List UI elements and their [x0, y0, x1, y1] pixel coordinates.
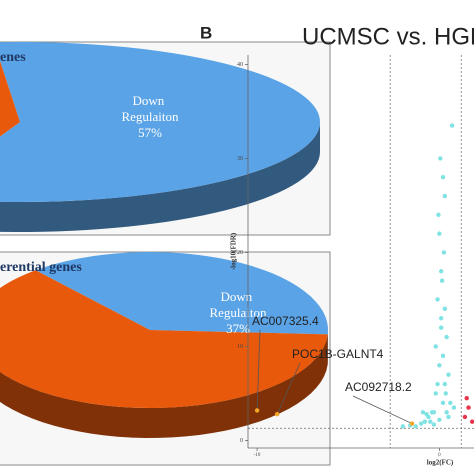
pie-slice	[35, 252, 328, 335]
point	[444, 334, 449, 340]
point	[429, 410, 435, 415]
point	[446, 414, 451, 420]
point	[420, 410, 426, 415]
pie-side	[0, 122, 320, 232]
point	[440, 353, 446, 359]
annotation-leader	[256, 329, 261, 411]
point	[469, 419, 474, 424]
pie-title: erential genes	[0, 260, 82, 275]
point	[433, 344, 438, 349]
y-tick-label: 40	[237, 62, 243, 68]
point	[433, 391, 438, 396]
y-tick-label: 10	[237, 344, 243, 350]
chart-title: UCMSC vs. HGF	[302, 23, 474, 50]
point	[462, 414, 468, 420]
slice-value-label: 57%	[138, 125, 162, 140]
annotation-leader	[352, 395, 413, 424]
point	[413, 424, 418, 429]
point	[435, 381, 440, 387]
point	[443, 391, 448, 396]
y-tick-label: 20	[237, 250, 243, 256]
point	[438, 325, 444, 330]
point	[438, 316, 444, 321]
x-tick-label: 0	[438, 453, 441, 458]
point	[444, 410, 449, 415]
annotation: AC092718.2	[345, 380, 412, 394]
point	[464, 395, 469, 401]
point	[441, 250, 447, 255]
point	[446, 372, 451, 377]
point	[428, 419, 433, 424]
point	[451, 405, 457, 410]
y-tick-label: 30	[237, 156, 243, 162]
point	[254, 408, 260, 413]
point	[466, 405, 471, 410]
pie-slice	[0, 270, 328, 408]
x-tick-label: -10	[254, 453, 261, 458]
point	[274, 411, 280, 417]
pie-slice	[0, 42, 320, 202]
annotation: AC007325.4	[252, 314, 319, 328]
point	[449, 123, 455, 128]
y-axis-label: -log10(FDR)	[230, 232, 238, 270]
point	[439, 278, 445, 283]
point	[418, 421, 424, 426]
point	[442, 193, 448, 199]
point	[435, 297, 440, 302]
slice-label: Down Regulaiton	[209, 289, 267, 320]
point	[440, 400, 446, 406]
point	[437, 231, 442, 236]
point	[442, 381, 448, 387]
pie-side	[0, 334, 328, 438]
pie-title: enes	[0, 50, 26, 65]
point	[442, 306, 448, 312]
point	[424, 411, 429, 417]
point	[437, 363, 442, 368]
annotation-leader	[276, 362, 301, 415]
point	[436, 212, 441, 218]
point	[438, 156, 443, 161]
pie-slice	[0, 61, 20, 137]
annotation: POC1B-GALNT4	[292, 347, 384, 361]
slice-value-label: 37%	[226, 321, 250, 336]
point	[438, 269, 444, 274]
point	[422, 419, 427, 424]
x-axis-label: log2(FC)	[427, 459, 454, 467]
point	[440, 175, 446, 180]
point	[448, 400, 453, 406]
panel-letter: B	[200, 23, 212, 42]
point	[437, 417, 442, 422]
point	[431, 422, 437, 427]
slice-label: Down Regulaiton	[121, 93, 179, 124]
point	[400, 424, 406, 429]
point	[409, 421, 415, 426]
y-tick-label: 0	[240, 438, 243, 444]
